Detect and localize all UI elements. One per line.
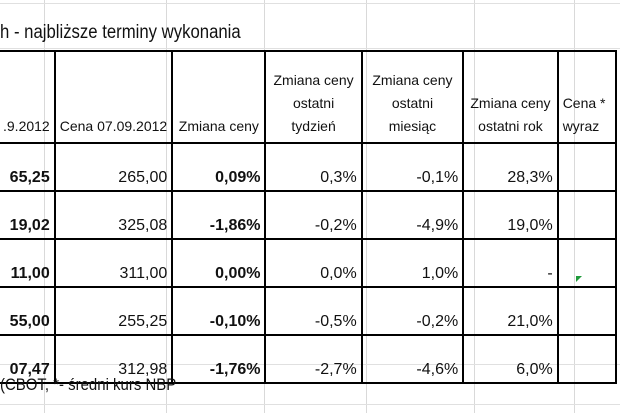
- table-cell[interactable]: 55,00: [0, 286, 56, 336]
- table-cell[interactable]: [556, 286, 618, 336]
- table-cell[interactable]: -0,2%: [360, 286, 465, 336]
- table-cell[interactable]: 28,3%: [462, 142, 559, 192]
- table-cell[interactable]: -0,10%: [171, 286, 267, 336]
- table-cell[interactable]: -0,1%: [360, 142, 465, 192]
- table-row: 55,00 255,25 -0,10% -0,5% -0,2% 21,0%: [0, 286, 618, 336]
- table-cell[interactable]: 255,25: [53, 286, 174, 336]
- table-cell[interactable]: 19,02: [0, 190, 56, 240]
- table-cell[interactable]: 0,00%: [171, 238, 267, 288]
- table-cell[interactable]: -1,86%: [171, 190, 267, 240]
- table-cell[interactable]: -1,76%: [171, 334, 267, 384]
- table-cell[interactable]: [556, 142, 618, 192]
- table-cell[interactable]: 07,47: [0, 334, 56, 384]
- table-cell[interactable]: 0,0%: [264, 238, 363, 288]
- table-cell[interactable]: 6,0%: [462, 334, 559, 384]
- table-cell[interactable]: [556, 238, 618, 288]
- table-cell[interactable]: [556, 190, 618, 240]
- table-cell[interactable]: 265,00: [53, 142, 174, 192]
- header-row: .9.2012 Cena 07.09.2012 Zmiana ceny Zmia…: [0, 50, 618, 144]
- header-cell-price[interactable]: Cena 07.09.2012: [53, 50, 174, 144]
- table-row: 07,47 312,98 -1,76% -2,7% -4,6% 6,0%: [0, 334, 618, 384]
- header-cell-date[interactable]: .9.2012: [0, 50, 56, 144]
- table-row: 11,00 311,00 0,00% 0,0% 1,0% -: [0, 238, 618, 288]
- header-cell-change-year[interactable]: Zmiana ceny ostatni rok: [462, 50, 559, 144]
- price-table: .9.2012 Cena 07.09.2012 Zmiana ceny Zmia…: [0, 50, 618, 384]
- header-cell-change-month[interactable]: Zmiana ceny ostatni miesiąc: [360, 50, 465, 144]
- table-cell[interactable]: 0,09%: [171, 142, 267, 192]
- table-cell[interactable]: -4,9%: [360, 190, 465, 240]
- table-cell[interactable]: -0,5%: [264, 286, 363, 336]
- comment-marker-icon[interactable]: [576, 276, 582, 282]
- table-cell[interactable]: 325,08: [53, 190, 174, 240]
- table-row: 19,02 325,08 -1,86% -0,2% -4,9% 19,0%: [0, 190, 618, 240]
- table-cell[interactable]: -: [462, 238, 559, 288]
- table-cell[interactable]: -2,7%: [264, 334, 363, 384]
- table-cell[interactable]: 65,25: [0, 142, 56, 192]
- table-cell[interactable]: 1,0%: [360, 238, 465, 288]
- table-cell[interactable]: 312,98: [53, 334, 174, 384]
- table-cell[interactable]: [556, 334, 618, 384]
- table-cell[interactable]: -4,6%: [360, 334, 465, 384]
- footer-note: (CBOT, *- średni kurs NBP: [0, 375, 177, 394]
- table-cell[interactable]: 11,00: [0, 238, 56, 288]
- table-cell[interactable]: -0,2%: [264, 190, 363, 240]
- table-cell[interactable]: 19,0%: [462, 190, 559, 240]
- table-cell[interactable]: 21,0%: [462, 286, 559, 336]
- header-cell-change[interactable]: Zmiana ceny: [171, 50, 267, 144]
- header-cell-price-expressed[interactable]: Cena * wyraz: [556, 50, 618, 144]
- table-cell[interactable]: 311,00: [53, 238, 174, 288]
- table-row: 65,25 265,00 0,09% 0,3% -0,1% 28,3%: [0, 142, 618, 192]
- table-cell[interactable]: 0,3%: [264, 142, 363, 192]
- header-cell-change-week[interactable]: Zmiana ceny ostatni tydzień: [264, 50, 363, 144]
- sheet-title: h - najbliższe terminy wykonania: [0, 22, 241, 43]
